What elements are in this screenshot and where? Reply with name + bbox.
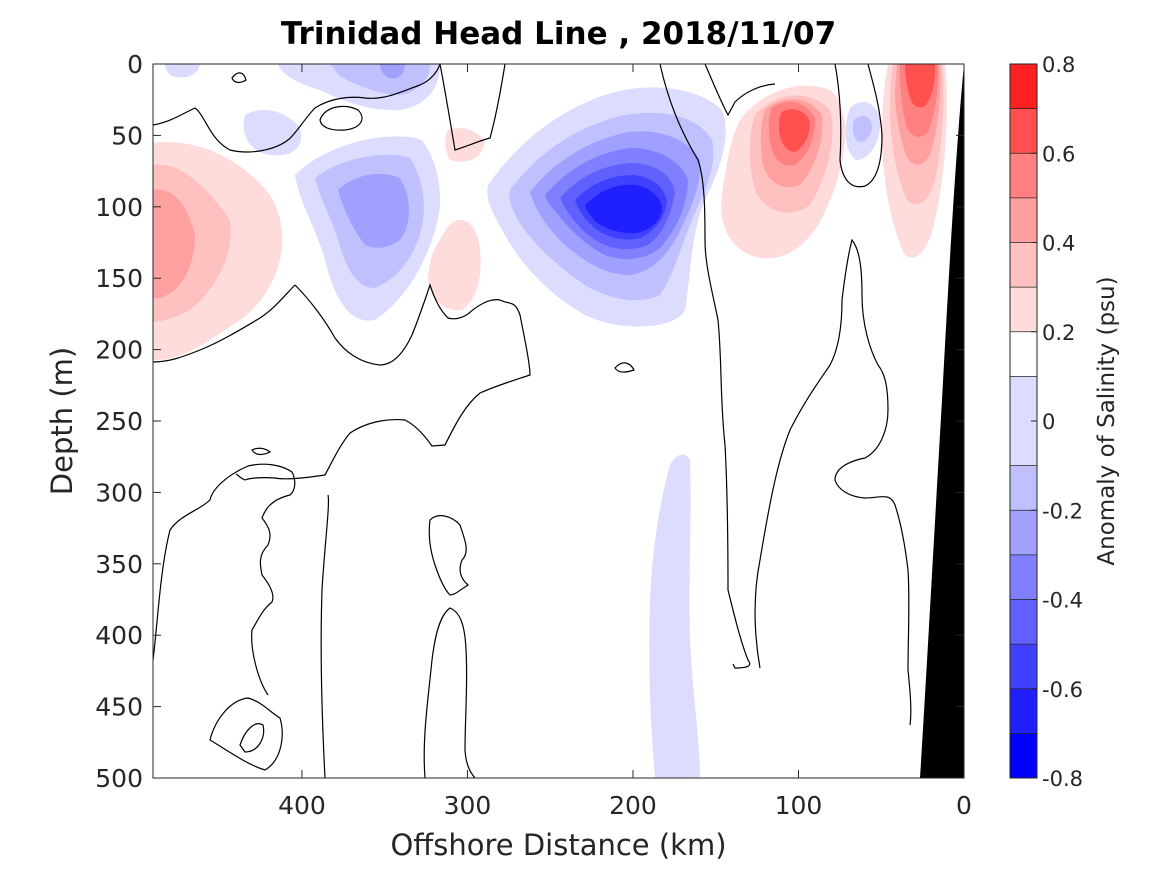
y-tick-label: 450 bbox=[95, 693, 143, 722]
colorbar-swatches bbox=[1010, 63, 1037, 778]
colorbar-tick-label: -0.8 bbox=[1042, 767, 1083, 791]
y-ticks: 0 50 100 150 200 250 300 350 400 450 500 bbox=[95, 50, 964, 793]
x-tick-label: 0 bbox=[956, 791, 972, 820]
colorbar-swatch bbox=[1010, 197, 1037, 243]
y-tick-label: 100 bbox=[95, 193, 143, 222]
colorbar-ticks: -0.8 -0.6 -0.4 -0.2 0 0.2 0.4 0.6 0.8 bbox=[1031, 53, 1083, 791]
salty-patch-310km bbox=[428, 128, 485, 311]
colorbar-swatch bbox=[1010, 242, 1037, 288]
colorbar-tick-label: 0.8 bbox=[1042, 53, 1075, 77]
chart-title: Trinidad Head Line , 2018/11/07 bbox=[280, 16, 837, 52]
colorbar-tick-label: -0.2 bbox=[1042, 499, 1083, 523]
offshore-salty-core bbox=[153, 141, 283, 361]
colorbar-swatch bbox=[1010, 599, 1037, 645]
y-tick-label: 50 bbox=[111, 121, 143, 150]
x-tick-label: 200 bbox=[609, 791, 657, 820]
colorbar-label: Anomaly of Salinity (psu) bbox=[1094, 276, 1120, 566]
colorbar-swatch bbox=[1010, 733, 1037, 778]
colorbar-swatch bbox=[1010, 331, 1037, 377]
axes: 400 300 200 100 0 0 50 100 150 200 250 300 350 400 45… bbox=[95, 50, 972, 820]
bathymetry-shelf bbox=[920, 64, 964, 778]
y-tick-label: 250 bbox=[95, 407, 143, 436]
colorbar-swatch bbox=[1010, 554, 1037, 600]
x-tick-label: 400 bbox=[278, 791, 326, 820]
fresh-anomaly-350km bbox=[295, 136, 441, 321]
y-tick-label: 400 bbox=[95, 621, 143, 650]
colorbar-tick-label: 0.2 bbox=[1042, 321, 1075, 345]
surface-fresh-patches bbox=[165, 64, 440, 156]
y-tick-label: 0 bbox=[127, 50, 143, 79]
colorbar-swatch bbox=[1010, 644, 1037, 689]
nearshore-salty-band bbox=[882, 64, 947, 258]
colorbar-tick-label: -0.6 bbox=[1042, 678, 1083, 702]
colorbar-swatch bbox=[1010, 510, 1037, 555]
colorbar-tick-label: -0.4 bbox=[1042, 589, 1083, 613]
colorbar-swatch bbox=[1010, 287, 1037, 332]
colorbar-swatch bbox=[1010, 153, 1037, 198]
zero-contour-lines bbox=[153, 64, 912, 778]
y-axis-label: Depth (m) bbox=[45, 346, 79, 496]
salty-core-100km bbox=[721, 85, 846, 259]
y-tick-label: 350 bbox=[95, 550, 143, 579]
x-axis-label: Offshore Distance (km) bbox=[390, 828, 727, 862]
y-tick-label: 150 bbox=[95, 264, 143, 293]
colorbar-tick-label: 0 bbox=[1042, 410, 1055, 434]
main-fresh-core bbox=[487, 87, 726, 327]
small-fresh-eddy bbox=[845, 102, 881, 160]
contour-field bbox=[153, 64, 964, 778]
colorbar: -0.8 -0.6 -0.4 -0.2 0 0.2 0.4 0.6 0.8 bbox=[1009, 53, 1083, 791]
colorbar-tick-label: 0.4 bbox=[1042, 232, 1075, 256]
colorbar-swatch bbox=[1010, 108, 1037, 154]
y-tick-label: 200 bbox=[95, 336, 143, 365]
x-ticks: 400 300 200 100 0 bbox=[278, 64, 972, 820]
colorbar-swatch bbox=[1010, 64, 1037, 109]
y-tick-label: 500 bbox=[95, 764, 143, 793]
deep-fresh-streak bbox=[649, 454, 700, 778]
y-tick-label: 300 bbox=[95, 478, 143, 507]
colorbar-tick-label: 0.6 bbox=[1042, 142, 1075, 166]
x-tick-label: 300 bbox=[444, 791, 492, 820]
colorbar-swatch bbox=[1010, 688, 1037, 734]
x-tick-label: 100 bbox=[775, 791, 823, 820]
colorbar-swatch bbox=[1010, 465, 1037, 511]
